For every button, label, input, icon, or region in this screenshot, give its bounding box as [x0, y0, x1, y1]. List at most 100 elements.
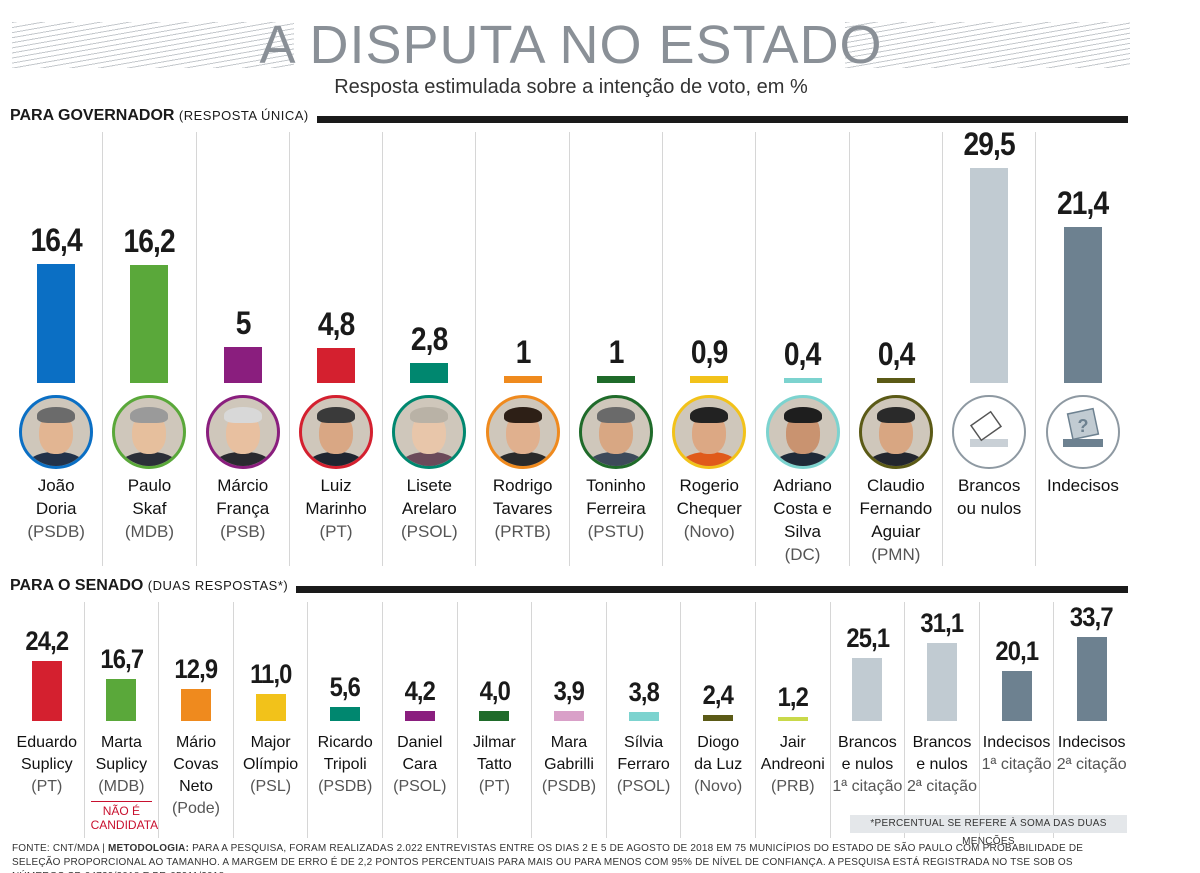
governor-column: 29,5 Brancos ou nulos: [943, 126, 1037, 566]
portrait-hair: [410, 407, 449, 423]
governor-column: 5 Márcio França (PSB): [197, 132, 290, 566]
governor-bar: [503, 375, 542, 383]
governor-value-label: 0,9: [690, 334, 728, 371]
party-label: (PSOL): [616, 778, 671, 795]
governor-value-label: 0,4: [784, 336, 821, 372]
senate-column: 11,0 Major Olímpio (PSL): [234, 602, 309, 838]
senate-name-block: Jair Andreoni (PRB): [756, 732, 830, 798]
governor-name-block: Lisete Arelaro (PSOL): [383, 474, 475, 543]
senate-bar: [180, 688, 211, 721]
party-label: (PSOL): [400, 522, 458, 541]
senate-name-block: Jilmar Tatto (PT): [458, 732, 532, 798]
portrait-body: [117, 452, 182, 466]
governor-column: 1 Toninho Ferreira (PSTU): [570, 132, 664, 566]
senate-value-label: 20,1: [995, 635, 1039, 666]
governor-value-label: 21,4: [1057, 185, 1109, 222]
candidate-name: Paulo Skaf: [127, 476, 172, 518]
portrait-body: [770, 452, 835, 466]
senate-bar: [628, 711, 659, 721]
senate-bar: [1076, 636, 1107, 721]
senate-name-block: Indecisos 2ª citação: [1054, 732, 1129, 776]
senate-bar: [404, 710, 435, 721]
senate-value-label: 4,0: [479, 676, 510, 706]
candidate-name: Brancos ou nulos: [957, 476, 1022, 518]
senate-bar: [106, 679, 137, 721]
governor-column: 16,4 João Doria (PSDB): [10, 132, 104, 566]
candidate-name: Marta Suplicy: [95, 734, 148, 773]
senate-column: 1,2 Jair Andreoni (PRB): [756, 602, 831, 838]
candidate-name: Indecisos: [1047, 476, 1119, 495]
senate-value-label: 3,9: [553, 676, 585, 707]
senate-bar: [330, 707, 361, 721]
governor-column: 2,8 Lisete Arelaro (PSOL): [383, 132, 477, 566]
senate-name-block: Marta Suplicy (MDB): [85, 732, 159, 798]
party-label: (Novo): [694, 778, 743, 795]
governor-bar: [410, 362, 449, 383]
portrait-luiz-marinho: [299, 395, 374, 469]
governor-bar: [317, 348, 356, 383]
senate-bar: [703, 715, 734, 721]
senate-bar: [852, 658, 883, 721]
portrait-paulo-skaf: [112, 395, 187, 469]
candidate-name: Rogerio Chequer: [676, 476, 742, 518]
governor-name-block: João Doria (PSDB): [10, 474, 102, 543]
senate-name-block: Daniel Cara (PSOL): [383, 732, 457, 798]
governor-value-label: 0,4: [877, 336, 915, 372]
party-label: (PSL): [250, 778, 292, 795]
senate-value-label: 2,4: [702, 680, 734, 710]
party-label: (PT): [319, 522, 353, 541]
senate-bar: [1001, 670, 1032, 721]
party-label: (PT): [31, 778, 63, 795]
party-label: (PSTU): [587, 522, 645, 541]
portrait-claudio-fernando-aguiar: [858, 395, 933, 469]
governor-name-block: Toninho Ferreira (PSTU): [570, 474, 662, 543]
senate-value-label: 1,2: [777, 682, 809, 712]
senate-bar: [479, 711, 510, 721]
senate-bar: [255, 693, 286, 721]
senate-column: 5,6 Ricardo Tripoli (PSDB): [308, 602, 383, 838]
question-ballot-icon: ?: [1045, 395, 1120, 469]
party-label: (PRTB): [494, 522, 551, 541]
governor-name-block: Indecisos: [1036, 474, 1129, 497]
senate-value-label: 24,2: [25, 625, 69, 656]
senate-name-block: Ricardo Tripoli (PSDB): [308, 732, 382, 798]
party-label: 2ª citação: [907, 778, 977, 795]
portrait-toninho-ferreira: [578, 395, 653, 469]
candidate-name: Rodrigo Tavares: [492, 476, 553, 518]
not-candidate-badge: NÃO É CANDIDATA: [90, 801, 158, 832]
portrait-adriano-costa-e-silva: [765, 395, 840, 469]
portrait-rogerio-chequer: [672, 395, 747, 469]
portrait-hair: [223, 407, 262, 423]
governor-bar: [783, 378, 822, 383]
senate-column: 2,4 Diogo da Luz (Novo): [681, 602, 756, 838]
candidate-name: Mário Covas Neto: [173, 734, 219, 795]
governor-value-label: 2,8: [411, 320, 448, 357]
governor-column: 0,9 Rogerio Chequer (Novo): [663, 132, 757, 566]
candidate-name: Diogo da Luz: [694, 734, 743, 773]
portrait-body: [490, 452, 555, 466]
senate-value-label: 11,0: [249, 658, 292, 689]
governor-column: 0,4 Adriano Costa e Silva (DC): [756, 132, 850, 566]
candidate-name: João Doria: [35, 476, 77, 518]
party-label: (PMN): [871, 545, 921, 564]
senate-section-title: PARA O SENADO (DUAS RESPOSTAS*): [10, 577, 297, 595]
candidate-name: Sílvia Ferraro: [617, 734, 670, 773]
senate-value-label: 3,8: [628, 676, 659, 707]
senate-name-block: Sílvia Ferraro (PSOL): [607, 732, 681, 798]
portrait-hair: [317, 407, 356, 423]
senate-name-block: Mara Gabrilli (PSDB): [532, 732, 606, 798]
portrait-rodrigo-tavares: [485, 395, 560, 469]
portrait-hair: [690, 407, 729, 423]
governor-column: 0,4 Claudio Fernando Aguiar (PMN): [850, 132, 943, 566]
candidate-name: Márcio França: [216, 476, 270, 518]
governor-section-rule: [304, 116, 1128, 123]
governor-name-block: Rodrigo Tavares (PRTB): [477, 474, 569, 543]
governor-bar: [690, 376, 729, 383]
candidate-name: Eduardo Suplicy: [16, 734, 78, 773]
ballot-box-icon: [952, 395, 1027, 469]
governor-value-label: 1: [515, 333, 531, 370]
portrait-marcio-franca: [205, 395, 280, 469]
senate-value-label: 31,1: [920, 608, 965, 639]
governor-value-label: 29,5: [963, 126, 1015, 163]
senate-bar: [926, 643, 957, 721]
